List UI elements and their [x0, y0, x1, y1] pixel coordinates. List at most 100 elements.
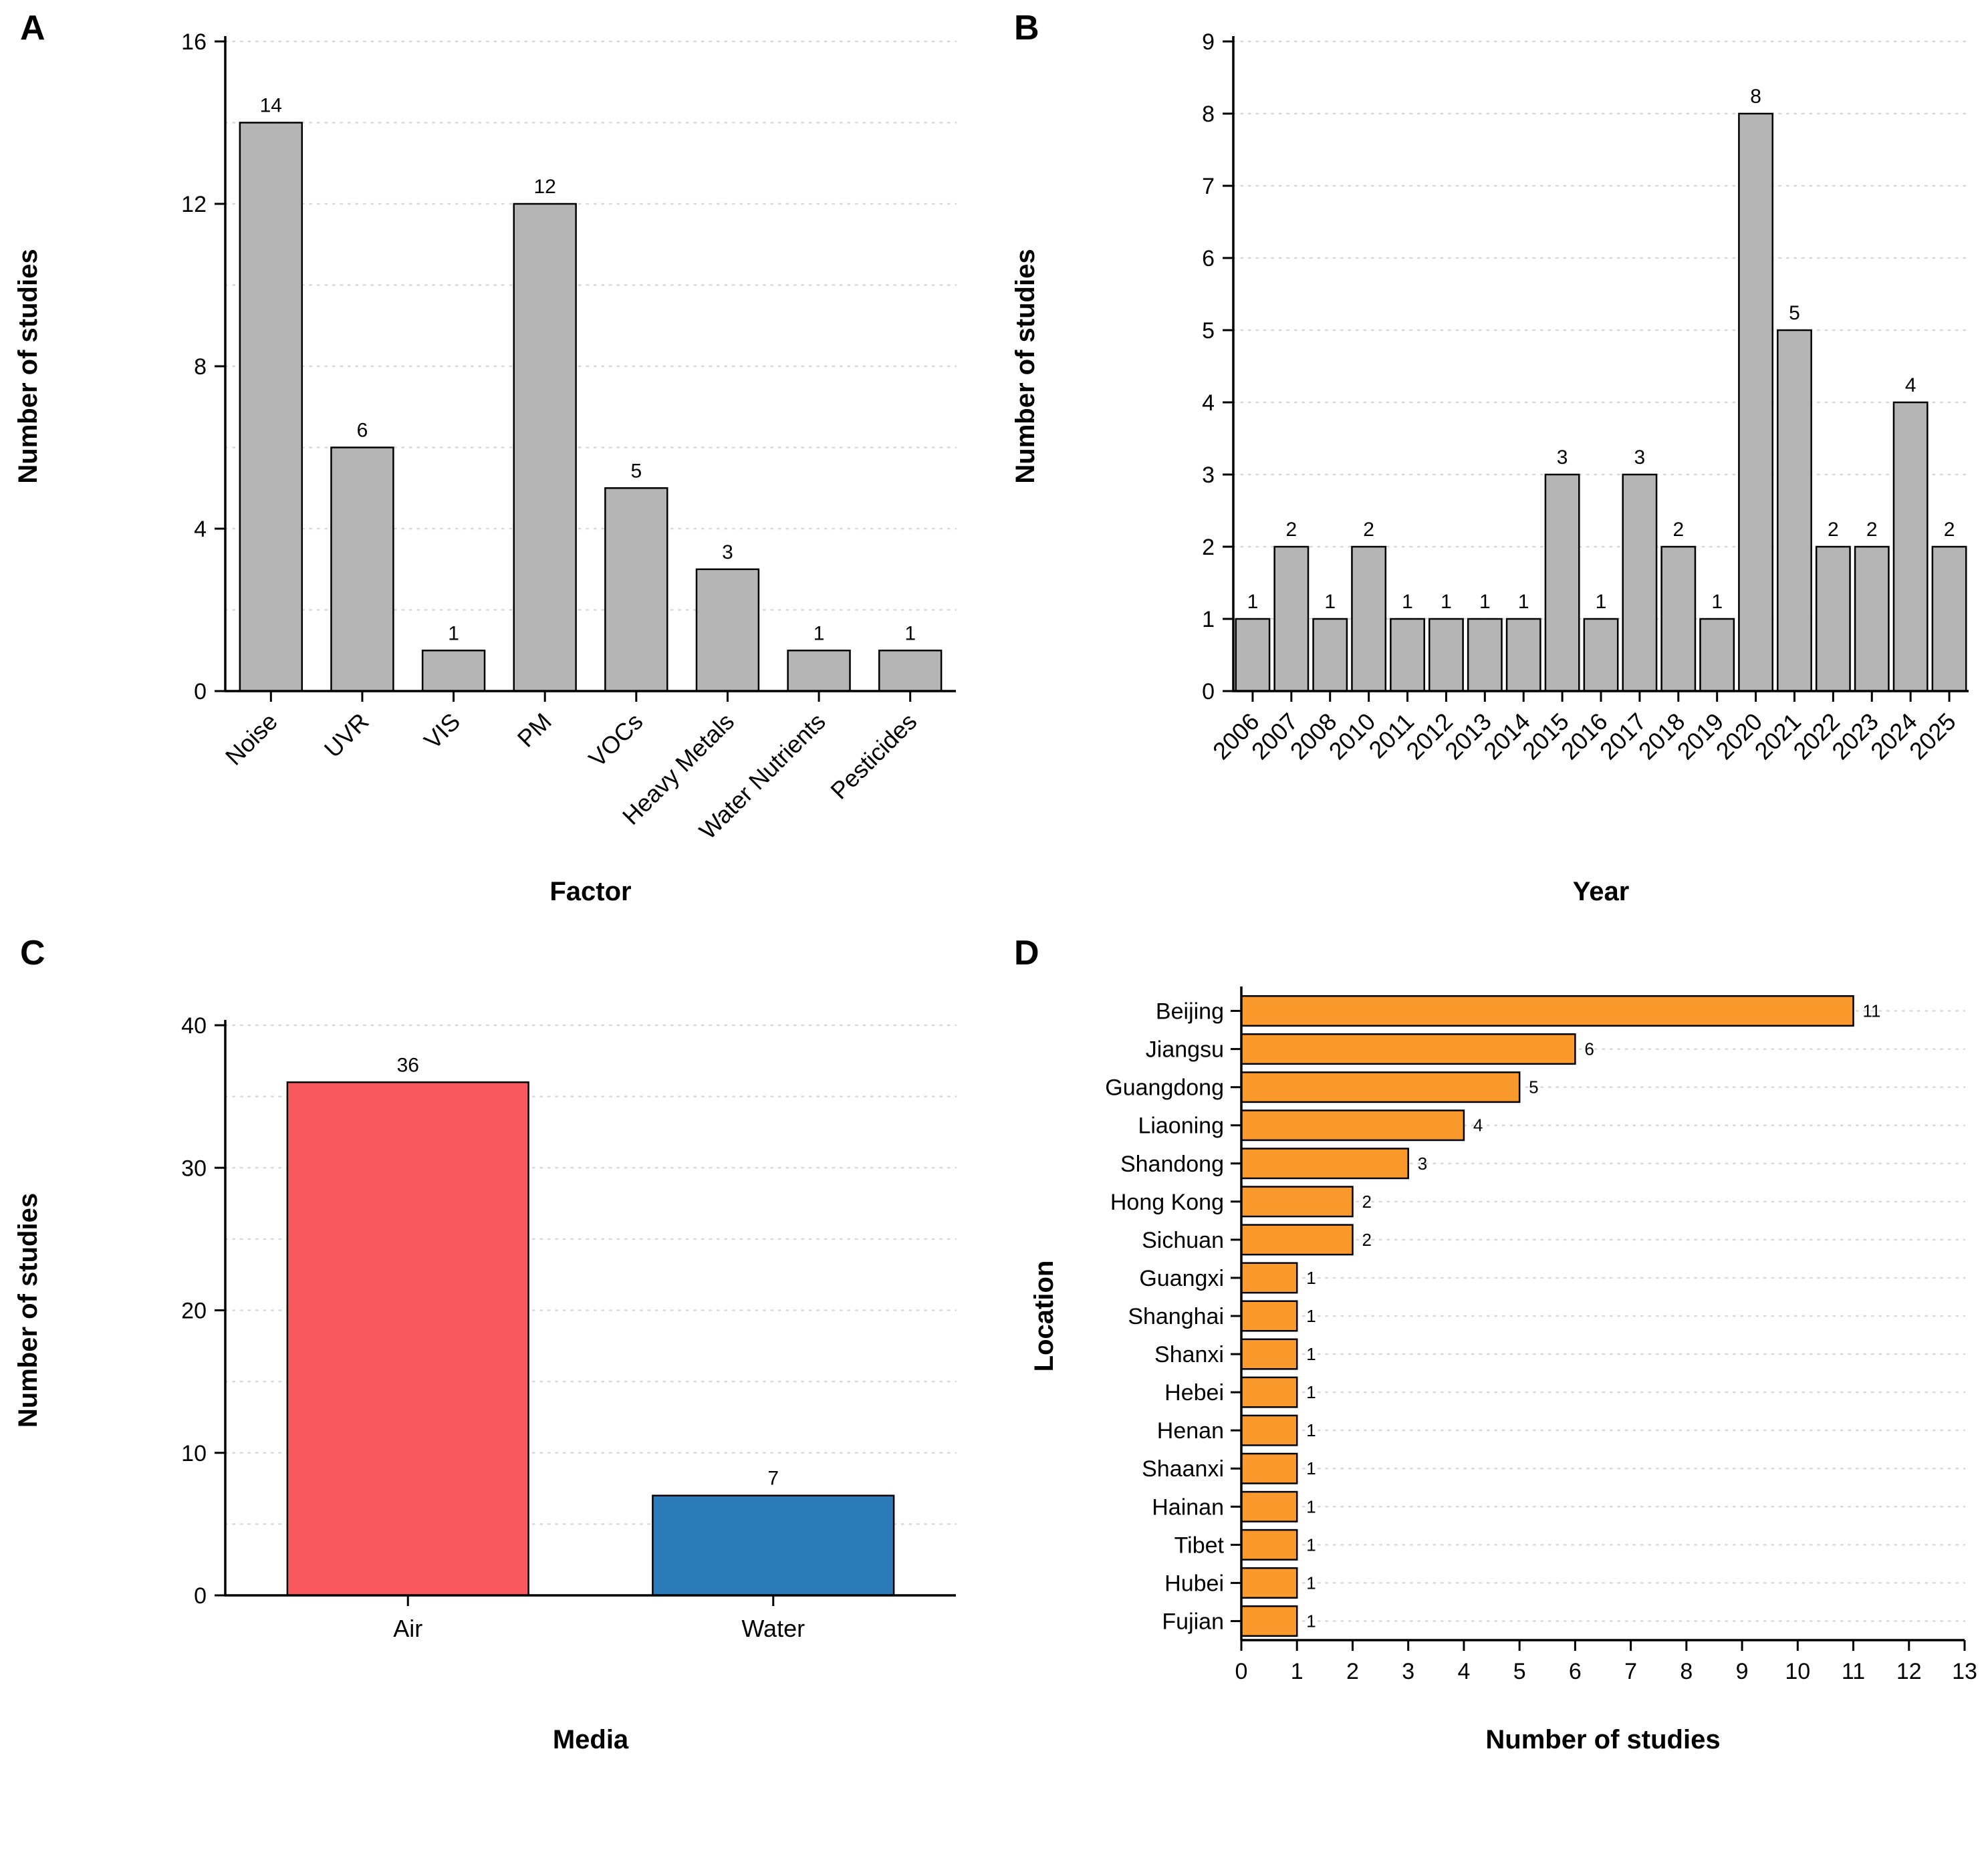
- svg-text:1: 1: [1711, 591, 1723, 613]
- svg-text:VOCs: VOCs: [584, 708, 648, 773]
- panel-a: 14 Noise 6 UVR 1 VIS 12 PM 5 VOCs 3 Heavy Metals 1 Wa…: [0, 0, 994, 925]
- svg-text:1: 1: [1479, 591, 1491, 613]
- panel-a-letter: A: [20, 9, 45, 47]
- svg-text:4: 4: [1473, 1115, 1483, 1136]
- svg-text:1: 1: [1441, 591, 1452, 613]
- svg-text:Year: Year: [1573, 877, 1630, 906]
- svg-text:4: 4: [194, 517, 207, 542]
- svg-text:3: 3: [1634, 446, 1646, 469]
- svg-text:1: 1: [448, 622, 459, 644]
- svg-text:0: 0: [194, 1583, 207, 1609]
- svg-text:3: 3: [1402, 1659, 1414, 1684]
- svg-text:3: 3: [1202, 462, 1215, 488]
- svg-text:8: 8: [194, 354, 207, 380]
- svg-text:2: 2: [1363, 519, 1374, 541]
- svg-text:Liaoning: Liaoning: [1138, 1113, 1224, 1139]
- svg-text:1: 1: [1247, 591, 1259, 613]
- svg-text:Shandong: Shandong: [1120, 1152, 1224, 1177]
- svg-text:40: 40: [181, 1013, 207, 1039]
- svg-text:16: 16: [181, 29, 207, 55]
- svg-text:Noise: Noise: [220, 708, 283, 771]
- svg-text:20: 20: [181, 1299, 207, 1324]
- svg-text:0: 0: [1202, 679, 1215, 704]
- svg-text:1: 1: [1306, 1382, 1316, 1402]
- svg-text:Hainan: Hainan: [1152, 1494, 1224, 1520]
- svg-text:13: 13: [1952, 1659, 1977, 1684]
- svg-text:3: 3: [722, 541, 733, 563]
- svg-text:1: 1: [904, 622, 916, 644]
- svg-text:14: 14: [260, 95, 282, 117]
- svg-text:5: 5: [1202, 318, 1215, 344]
- svg-text:Tibet: Tibet: [1174, 1533, 1225, 1558]
- panel-c-letter: C: [20, 934, 45, 972]
- panel-b-letter: B: [1014, 9, 1039, 47]
- svg-text:1: 1: [1306, 1458, 1316, 1478]
- svg-text:4: 4: [1202, 390, 1215, 416]
- svg-text:36: 36: [397, 1054, 419, 1076]
- svg-text:2: 2: [1944, 519, 1955, 541]
- svg-text:Hubei: Hubei: [1164, 1571, 1224, 1596]
- panel-d: 1 1 Beijing 6 Jiangsu 5 Guangdong 4 Liaoning 3 Sha…: [994, 925, 1988, 1850]
- svg-text:2: 2: [1672, 519, 1684, 541]
- svg-text:6: 6: [1584, 1039, 1594, 1059]
- svg-text:Jiangsu: Jiangsu: [1146, 1037, 1224, 1063]
- svg-text:4: 4: [1457, 1659, 1470, 1684]
- svg-text:Pesticides: Pesticides: [825, 708, 922, 805]
- panel-b: 1 2006 2 2007 1 2008 2 2010 1 2011 1 2012 1 2013 1 2014…: [994, 0, 1988, 925]
- svg-text:30: 30: [181, 1156, 207, 1181]
- svg-text:0: 0: [1235, 1659, 1248, 1684]
- svg-text:2025: 2025: [1904, 708, 1961, 765]
- svg-text:6: 6: [1202, 246, 1215, 271]
- svg-text:2: 2: [1202, 535, 1215, 560]
- panel-c: 36 Air 7 Water 0 10 20 30 40 Media Number of studi…: [0, 925, 994, 1850]
- svg-text:1: 1: [1306, 1268, 1316, 1288]
- svg-text:Number of studies: Number of studies: [1011, 249, 1040, 483]
- svg-text:1: 1: [1324, 591, 1336, 613]
- svg-text:7: 7: [767, 1468, 779, 1490]
- svg-text:7: 7: [1624, 1659, 1637, 1684]
- svg-text:1: 1: [1306, 1420, 1316, 1440]
- svg-text:3: 3: [1557, 446, 1568, 469]
- svg-text:0: 0: [194, 679, 207, 704]
- svg-text:8: 8: [1750, 86, 1761, 108]
- svg-text:Fujian: Fujian: [1162, 1609, 1224, 1634]
- svg-text:Guangdong: Guangdong: [1105, 1075, 1224, 1101]
- svg-text:4: 4: [1905, 374, 1916, 396]
- svg-text:1: 1: [1306, 1535, 1316, 1555]
- svg-text:1: 1: [1306, 1306, 1316, 1326]
- svg-text:2: 2: [1362, 1192, 1371, 1212]
- svg-text:VIS: VIS: [418, 708, 465, 755]
- svg-text:5: 5: [1513, 1659, 1526, 1684]
- svg-text:Shaanxi: Shaanxi: [1142, 1456, 1224, 1482]
- svg-text:10: 10: [181, 1441, 207, 1466]
- svg-text:1: 1: [1596, 591, 1607, 613]
- svg-text:2: 2: [1362, 1230, 1371, 1250]
- svg-text:UVR: UVR: [319, 708, 374, 763]
- svg-text:9: 9: [1736, 1659, 1749, 1684]
- svg-text:2: 2: [1866, 519, 1878, 541]
- svg-text:5: 5: [1529, 1077, 1538, 1097]
- svg-text:Number of studies: Number of studies: [13, 249, 43, 483]
- svg-text:10: 10: [1785, 1659, 1810, 1684]
- svg-text:1: 1: [1306, 1611, 1316, 1631]
- panel-d-letter: D: [1014, 934, 1039, 972]
- svg-text:Water: Water: [741, 1615, 805, 1642]
- svg-text:Shanxi: Shanxi: [1154, 1342, 1224, 1367]
- svg-text:12: 12: [534, 176, 556, 198]
- svg-text:1: 1: [1306, 1344, 1316, 1364]
- svg-text:Air: Air: [393, 1615, 422, 1642]
- svg-text:2: 2: [1828, 519, 1839, 541]
- svg-text:Beijing: Beijing: [1156, 999, 1224, 1025]
- svg-text:5: 5: [630, 460, 642, 482]
- svg-text:1: 1: [1402, 591, 1413, 613]
- svg-text:Guangxi: Guangxi: [1139, 1266, 1224, 1291]
- svg-text:Sichuan: Sichuan: [1142, 1228, 1224, 1253]
- svg-text:5: 5: [1789, 302, 1800, 324]
- svg-text:Number of studies: Number of studies: [1485, 1725, 1720, 1754]
- svg-text:PM: PM: [512, 708, 557, 753]
- svg-text:2: 2: [1285, 519, 1297, 541]
- svg-text:Factor: Factor: [549, 877, 631, 906]
- svg-text:Henan: Henan: [1157, 1418, 1224, 1444]
